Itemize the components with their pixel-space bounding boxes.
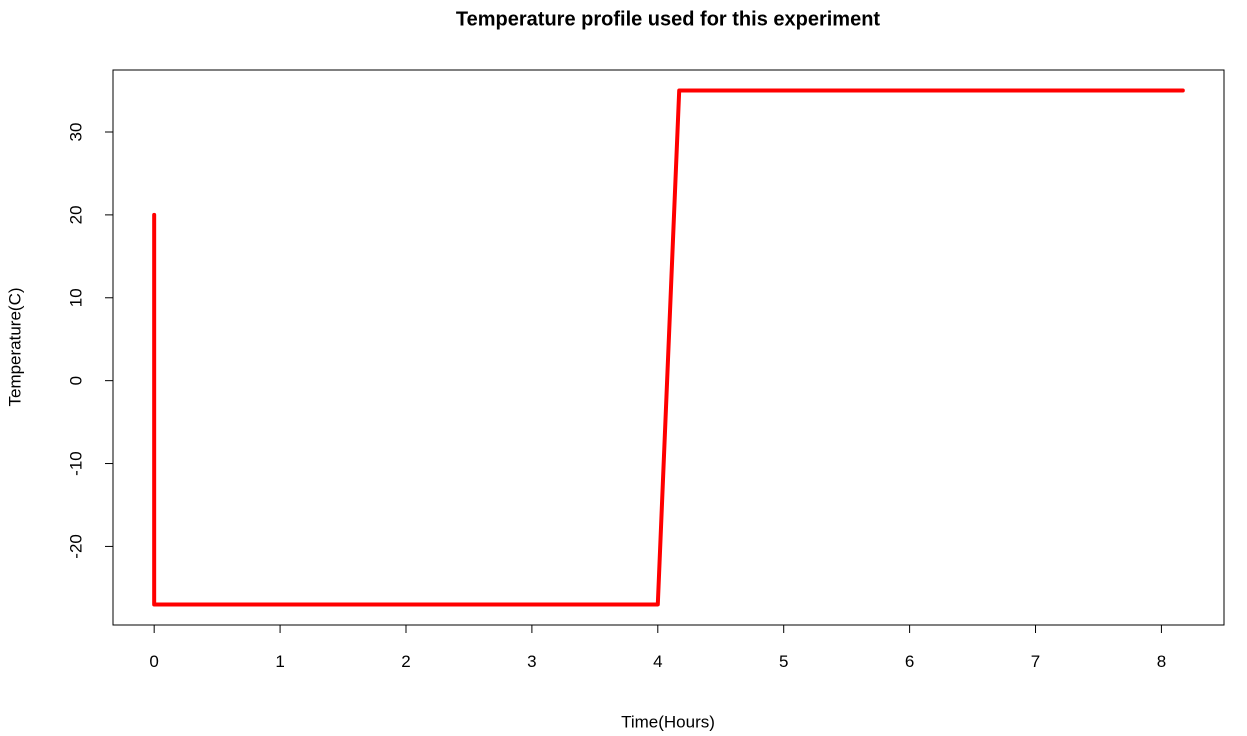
y-tick-label: -10 bbox=[66, 451, 85, 476]
chart-title: Temperature profile used for this experi… bbox=[456, 8, 881, 30]
x-axis-label: Time(Hours) bbox=[621, 712, 715, 731]
x-tick-label: 7 bbox=[1031, 652, 1040, 671]
x-tick-label: 0 bbox=[149, 652, 158, 671]
x-tick-label: 6 bbox=[905, 652, 914, 671]
x-tick-label: 4 bbox=[653, 652, 662, 671]
x-tick-label: 1 bbox=[275, 652, 284, 671]
x-tick-label: 3 bbox=[527, 652, 536, 671]
x-tick-label: 2 bbox=[401, 652, 410, 671]
y-tick-label: 20 bbox=[66, 205, 85, 224]
data-line bbox=[152, 88, 1185, 607]
x-tick-label: 5 bbox=[779, 652, 788, 671]
y-tick-label: 10 bbox=[66, 288, 85, 307]
y-axis-label: Temperature(C) bbox=[5, 287, 24, 406]
y-tick-label: 0 bbox=[66, 376, 85, 385]
y-tick-label: -20 bbox=[66, 534, 85, 559]
x-tick-label: 8 bbox=[1157, 652, 1166, 671]
y-tick-label: 30 bbox=[66, 123, 85, 142]
